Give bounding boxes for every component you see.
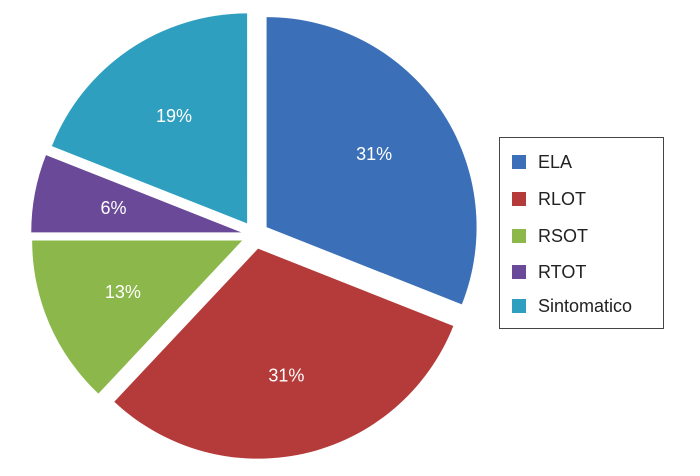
legend-item-sintomatico: Sintomatico: [512, 294, 632, 318]
legend: ELA RLOT RSOT RTOT Sintomatico: [499, 137, 664, 329]
legend-item-rlot: RLOT: [512, 187, 586, 211]
pie-slice-rtot: [31, 155, 242, 233]
legend-label-rlot: RLOT: [538, 188, 587, 209]
legend-swatch-sintomatico: [512, 299, 526, 313]
legend-item-ela: ELA: [512, 150, 572, 174]
legend-swatch-rsot: [512, 229, 526, 243]
pie-label-rsot: 13%: [105, 282, 141, 302]
legend-swatch-rlot: [512, 192, 526, 206]
legend-label-rtot: RTOT: [538, 261, 587, 282]
pie-slice-sintomatico: [51, 13, 248, 224]
pie-label-sintomatico: 19%: [156, 106, 192, 126]
pie-slice-rlot: [114, 248, 454, 459]
pie-slice-ela: [266, 17, 477, 305]
pie-slice-rsot: [32, 240, 243, 394]
legend-swatch-ela: [512, 155, 526, 169]
legend-item-rsot: RSOT: [512, 224, 588, 248]
legend-swatch-rtot: [512, 265, 526, 279]
pie-label-rlot: 31%: [268, 366, 304, 386]
legend-label-rsot: RSOT: [538, 225, 589, 246]
pie-label-ela: 31%: [356, 144, 392, 164]
legend-label-ela: ELA: [538, 151, 573, 172]
legend-label-sintomatico: Sintomatico: [538, 295, 633, 316]
pie-label-rtot: 6%: [101, 198, 127, 218]
legend-item-rtot: RTOT: [512, 260, 586, 284]
